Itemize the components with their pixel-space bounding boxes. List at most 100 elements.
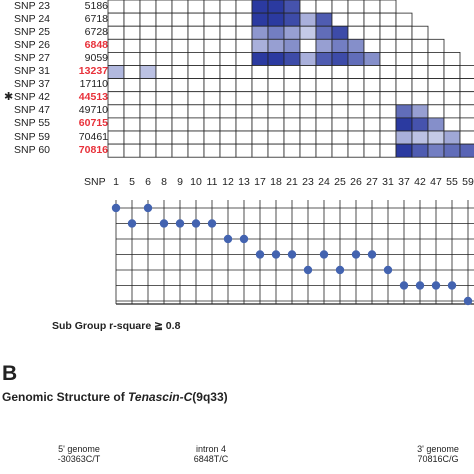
group-dot — [271, 250, 281, 259]
snp-row-label: SNP 37 — [14, 78, 68, 91]
ld-cell — [283, 91, 301, 106]
ld-cell — [299, 38, 317, 53]
ld-cell — [395, 25, 413, 40]
snp-position: 6728 — [84, 25, 108, 38]
ld-cell — [251, 0, 269, 14]
ld-cell — [107, 143, 125, 158]
ld-cell — [283, 117, 301, 132]
ld-cell — [187, 65, 205, 80]
ld-cell — [155, 12, 173, 27]
ld-cell — [379, 65, 397, 80]
ld-cell — [443, 143, 461, 158]
ld-cell — [219, 12, 237, 27]
ld-cell — [155, 91, 173, 106]
ld-cell — [331, 130, 349, 145]
ld-cell — [411, 38, 429, 53]
ld-cell — [171, 91, 189, 106]
ld-cell — [459, 117, 474, 132]
snp-position: 70461 — [78, 130, 108, 143]
ld-cell — [123, 78, 141, 93]
ld-cell — [331, 65, 349, 80]
snp-row-name: SNP 25 — [14, 25, 50, 38]
ld-cell — [331, 25, 349, 40]
ld-cell — [315, 143, 333, 158]
snp-row-name: SNP 60 — [14, 143, 50, 156]
ld-cell — [107, 91, 125, 106]
ld-cell — [139, 78, 157, 93]
column-label: 21 — [286, 176, 298, 188]
group-grid — [111, 200, 474, 306]
ld-cell — [347, 117, 365, 132]
snp-row-label: SNP 24 — [14, 13, 68, 26]
ld-cell — [315, 130, 333, 145]
ld-cell — [139, 65, 157, 80]
ld-cell — [411, 117, 429, 132]
ld-cell — [155, 38, 173, 53]
ld-cell — [379, 0, 397, 14]
ld-cell — [139, 130, 157, 145]
ld-cell — [459, 104, 474, 119]
ld-cell — [235, 25, 253, 40]
ld-cell — [379, 78, 397, 93]
ld-cell — [443, 52, 461, 66]
ld-cell — [203, 52, 221, 66]
ld-cell — [379, 91, 397, 106]
ld-cell — [203, 65, 221, 80]
ld-cell — [187, 38, 205, 53]
ld-cell — [123, 0, 141, 14]
site-intron4-variant: 6848T/C — [193, 454, 229, 464]
ld-cell — [347, 78, 365, 93]
ld-cell — [331, 143, 349, 158]
title-prefix: Genomic Structure of — [2, 390, 129, 404]
ld-cell — [107, 0, 125, 14]
ld-cell — [283, 65, 301, 80]
ld-cell — [283, 78, 301, 93]
ld-cell — [411, 78, 429, 93]
ld-cell — [315, 12, 333, 27]
asterisk-icon: ✱ — [4, 91, 14, 104]
ld-cell — [443, 91, 461, 106]
site-5prime: 5' genome -30363C/T — [44, 444, 114, 464]
ld-cell — [379, 143, 397, 158]
snp-column-header: SNP — [84, 176, 106, 188]
ld-cell — [219, 91, 237, 106]
snp-row-label: SNP 26 — [14, 39, 68, 52]
ld-cell — [251, 52, 269, 66]
ld-cell — [235, 130, 253, 145]
ld-cell — [395, 104, 413, 119]
ld-cell — [187, 78, 205, 93]
ld-cell — [155, 117, 173, 132]
ld-cell — [427, 143, 445, 158]
ld-cell — [283, 143, 301, 158]
ld-cell — [347, 143, 365, 158]
ld-cell — [251, 117, 269, 132]
ld-cell — [347, 0, 365, 14]
ld-cell — [203, 25, 221, 40]
site-5prime-region: 5' genome — [58, 444, 100, 454]
ld-cell — [331, 0, 349, 14]
ld-cell — [395, 78, 413, 93]
ld-cell — [459, 130, 474, 145]
group-dot — [383, 265, 393, 275]
ld-cell — [411, 52, 429, 66]
ld-cell — [411, 143, 429, 158]
ld-cell — [411, 91, 429, 106]
ld-cell — [171, 65, 189, 80]
ld-cell — [123, 104, 141, 119]
snp-row-name: SNP 27 — [14, 51, 50, 64]
column-label: 9 — [177, 176, 183, 188]
ld-cell — [395, 117, 413, 132]
ld-cell — [235, 117, 253, 132]
column-label: 37 — [398, 176, 410, 188]
ld-cell — [251, 38, 269, 53]
snp-row-name: SNP 37 — [14, 78, 50, 91]
ld-cell — [155, 65, 173, 80]
group-dot — [415, 281, 425, 290]
ld-cell — [251, 143, 269, 158]
ld-cell — [299, 12, 317, 27]
snp-position: 60715 — [78, 117, 108, 130]
ld-cell — [315, 0, 333, 14]
ld-cell — [363, 91, 381, 106]
snp-position: 6718 — [84, 12, 108, 25]
ld-matrix — [107, 0, 474, 158]
